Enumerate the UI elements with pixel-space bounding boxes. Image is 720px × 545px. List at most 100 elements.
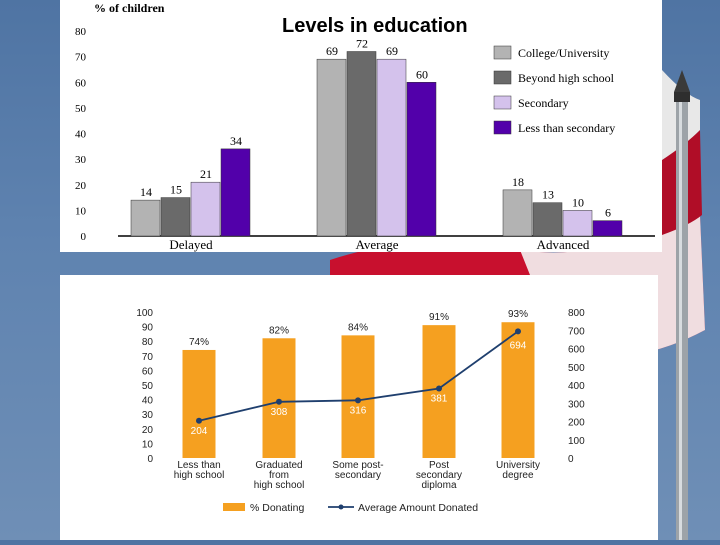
right-y-tick-label: 600: [568, 345, 585, 356]
bar-value-label: 21: [200, 167, 212, 181]
bar: [130, 199, 161, 237]
right-y-tick-label: 200: [568, 418, 585, 429]
flagpole-highlight: [679, 100, 682, 540]
bar-value-label: 14: [140, 185, 152, 199]
bar: [160, 197, 191, 237]
donation-chart-panel: 0 10 20 30 40 50 60 70 80 90 100 0 100 200 300 400 500 6…: [60, 275, 658, 540]
legend-swatch: [493, 120, 512, 135]
left-y-tick-label: 0: [147, 454, 153, 465]
bar: [406, 82, 437, 237]
average-amount-point: [196, 417, 202, 424]
bar: [376, 58, 407, 237]
y-axis-label: % of children: [94, 1, 165, 15]
right-y-tick-label: 800: [568, 308, 585, 319]
bar-value-label: 72: [356, 37, 368, 51]
donating-bar-label: 74%: [189, 337, 209, 348]
bar-value-label: 13: [542, 188, 554, 202]
donating-bar: [182, 349, 216, 458]
y-tick-label: 60: [75, 77, 87, 89]
legend-label-line: Average Amount Donated: [358, 502, 478, 514]
bar: [220, 148, 251, 237]
average-amount-label: 204: [191, 426, 208, 437]
legend-label: College/University: [518, 46, 609, 60]
average-amount-label: 381: [431, 393, 448, 404]
right-y-tick-label: 700: [568, 326, 585, 337]
bar-value-label: 69: [386, 44, 398, 58]
y-tick-label: 50: [75, 103, 87, 115]
bar: [190, 181, 221, 237]
bar-value-label: 18: [512, 175, 524, 189]
legend-label-bar: % Donating: [250, 502, 304, 514]
y-tick-label: 80: [75, 26, 87, 38]
bar: [316, 58, 347, 237]
category-label: Average: [355, 237, 398, 252]
average-amount-label: 308: [271, 407, 288, 418]
left-y-tick-label: 80: [142, 337, 154, 348]
donation-chart: 0 10 20 30 40 50 60 70 80 90 100 0 100 200 300 400 500 6…: [136, 308, 585, 514]
average-amount-point: [436, 385, 442, 392]
left-y-tick-label: 100: [136, 308, 153, 319]
y-tick-label: 70: [75, 52, 87, 64]
category-label: Delayed: [169, 237, 213, 252]
y-tick-label: 0: [81, 231, 87, 243]
flagpole-collar: [674, 92, 690, 102]
education-levels-chart: Levels in education % of children 0 10 20 3…: [75, 1, 655, 252]
donating-bar-label: 84%: [348, 322, 368, 333]
average-amount-point: [276, 398, 282, 405]
bar-value-label: 15: [170, 183, 182, 197]
flagpole-finial: [674, 70, 690, 92]
left-y-tick-label: 30: [142, 410, 154, 421]
left-y-tick-label: 10: [142, 439, 154, 450]
donating-bar-label: 93%: [508, 309, 528, 320]
legend-swatch: [493, 95, 512, 110]
left-y-tick-label: 60: [142, 366, 154, 377]
donating-bar-label: 91%: [429, 312, 449, 323]
left-y-tick-label: 90: [142, 323, 154, 334]
bar: [562, 210, 593, 237]
right-y-tick-label: 400: [568, 381, 585, 392]
legend-label: Beyond high school: [518, 71, 615, 85]
bar-value-label: 6: [605, 206, 611, 220]
right-y-tick-label: 100: [568, 436, 585, 447]
category-label: University degree: [496, 460, 540, 481]
legend-swatch-point: [338, 504, 344, 510]
bar-value-label: 60: [416, 67, 428, 81]
bar: [592, 220, 623, 237]
bar: [532, 202, 563, 237]
legend-label: Secondary: [518, 96, 569, 110]
right-y-tick-label: 0: [568, 454, 574, 465]
category-label: Less than high school: [174, 460, 225, 481]
bar-value-label: 10: [572, 195, 584, 209]
category-label: Post secondary diploma: [416, 460, 462, 491]
donating-bar: [422, 325, 456, 458]
left-y-tick-label: 70: [142, 352, 154, 363]
bar-value-label: 69: [326, 44, 338, 58]
bar: [502, 189, 533, 237]
legend-swatch: [493, 70, 512, 85]
legend-swatch: [493, 45, 512, 60]
average-amount-label: 694: [510, 340, 527, 351]
legend-swatch-bar: [223, 503, 245, 511]
donating-bar: [501, 322, 535, 458]
y-tick-label: 30: [75, 154, 87, 166]
category-label: Advanced: [537, 237, 590, 252]
y-tick-label: 40: [75, 129, 87, 141]
average-amount-point: [355, 397, 361, 404]
bar: [346, 51, 377, 237]
y-tick-label: 20: [75, 180, 87, 192]
left-y-tick-label: 20: [142, 425, 154, 436]
donating-bar: [262, 338, 296, 458]
bar-value-label: 34: [230, 134, 242, 148]
y-tick-label: 10: [75, 205, 87, 217]
chart-title: Levels in education: [282, 15, 468, 37]
right-y-tick-label: 500: [568, 363, 585, 374]
left-y-tick-label: 50: [142, 381, 154, 392]
category-label: Some post-secondary: [332, 460, 383, 481]
education-levels-chart-panel: Levels in education % of children 0 10 20 3…: [60, 0, 662, 252]
average-amount-label: 316: [350, 405, 367, 416]
donating-bar-label: 82%: [269, 325, 289, 336]
donating-bar: [341, 335, 375, 458]
left-y-tick-label: 40: [142, 396, 154, 407]
category-label: Graduated from high school: [254, 460, 305, 491]
legend-label: Less than secondary: [518, 121, 615, 135]
